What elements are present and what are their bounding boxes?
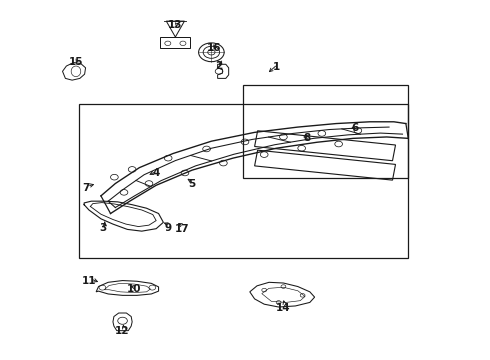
Text: 8: 8 xyxy=(304,133,311,143)
Text: 3: 3 xyxy=(100,222,107,233)
Text: 4: 4 xyxy=(152,168,160,178)
Bar xyxy=(79,104,408,258)
Text: 2: 2 xyxy=(215,61,222,71)
Bar xyxy=(255,131,395,161)
Bar xyxy=(255,150,395,180)
Text: 10: 10 xyxy=(127,284,142,294)
Text: 1: 1 xyxy=(272,62,280,72)
Text: 7: 7 xyxy=(82,183,89,193)
Text: 17: 17 xyxy=(175,224,190,234)
Bar xyxy=(243,85,408,178)
Text: 14: 14 xyxy=(276,303,291,313)
Text: 6: 6 xyxy=(352,123,359,133)
Text: 13: 13 xyxy=(168,20,183,30)
Text: 15: 15 xyxy=(69,57,83,67)
Text: 16: 16 xyxy=(207,43,221,53)
Text: 11: 11 xyxy=(82,275,96,285)
Text: 9: 9 xyxy=(165,222,172,233)
Text: 12: 12 xyxy=(115,326,130,336)
Text: 5: 5 xyxy=(189,179,196,189)
